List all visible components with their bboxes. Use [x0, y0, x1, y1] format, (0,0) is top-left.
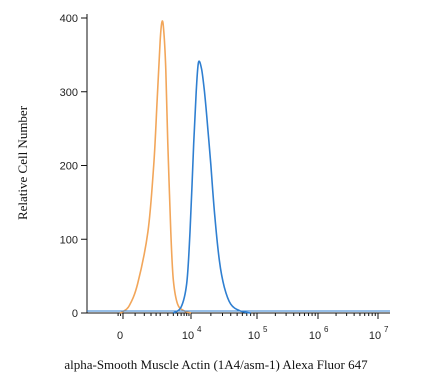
y-tick-label: 100 [60, 234, 78, 246]
x-tick-exponent: 5 [263, 325, 268, 334]
y-ticks: 0 100 200 300 400 [60, 13, 87, 320]
x-tick-exponent: 6 [324, 325, 329, 334]
x-tick-label: 10 [309, 330, 321, 342]
y-tick-label: 0 [72, 308, 78, 320]
x-minor-ticks [117, 313, 376, 316]
series-group [87, 20, 390, 314]
x-tick-label: 10 [248, 330, 260, 342]
x-tick-label: 10 [182, 330, 194, 342]
series-orange-line [119, 20, 192, 314]
x-tick-exponent: 4 [197, 325, 202, 334]
y-tick-label: 400 [60, 13, 78, 25]
y-tick-label: 300 [60, 87, 78, 99]
x-tick-exponent: 7 [384, 325, 389, 334]
axes [86, 14, 390, 314]
y-tick-label: 200 [60, 161, 78, 173]
series-blue-line [172, 60, 251, 314]
x-axis-label: alpha-Smooth Muscle Actin (1A4/asm-1) Al… [64, 357, 368, 372]
x-tick-label: 10 [369, 330, 381, 342]
x-tick-label: 0 [117, 330, 123, 342]
y-axis-label: Relative Cell Number [15, 105, 30, 220]
